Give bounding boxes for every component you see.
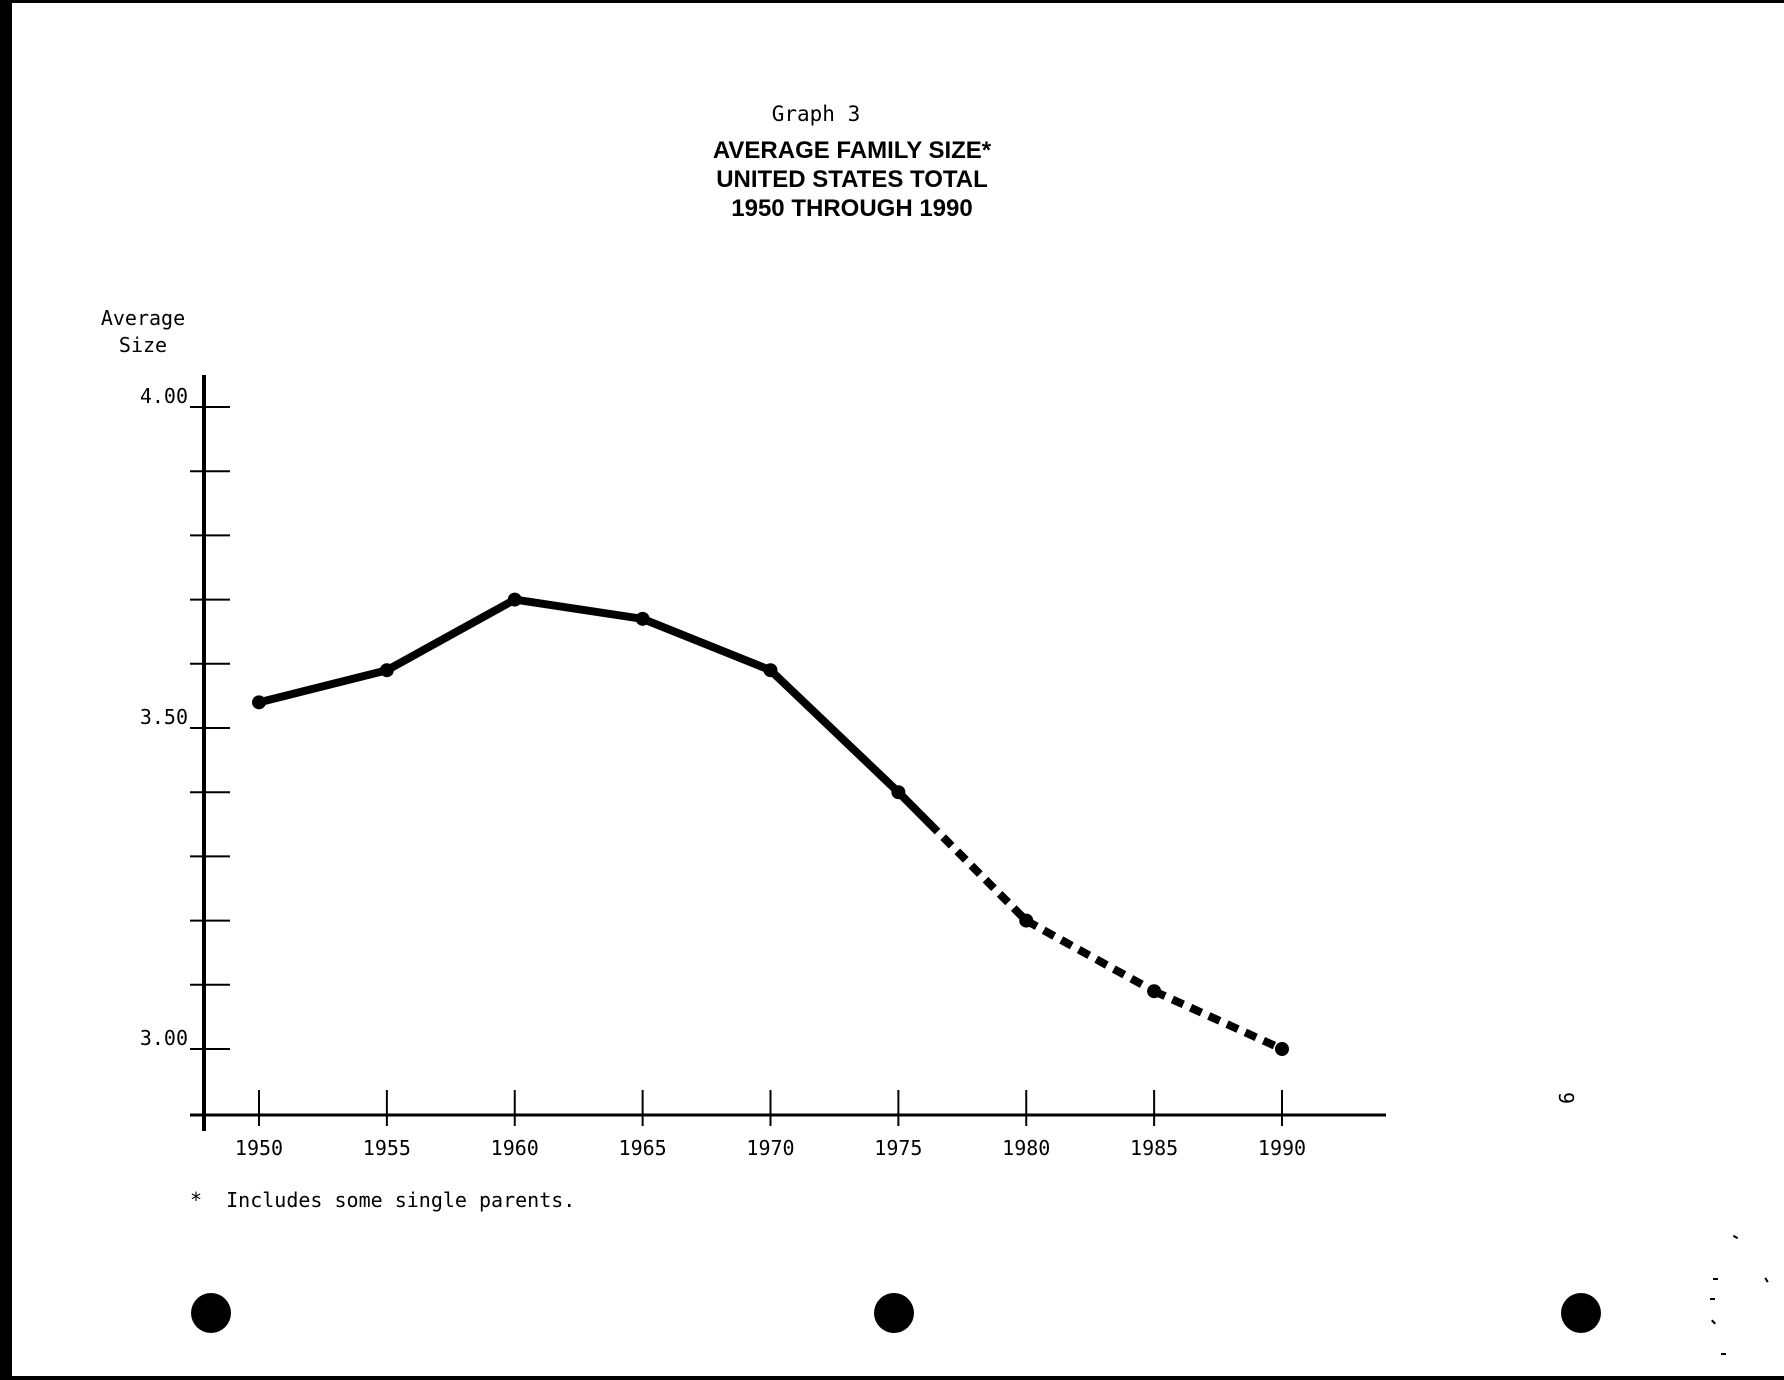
speck <box>1721 1353 1726 1355</box>
title-line-1: AVERAGE FAMILY SIZE* <box>712 137 992 164</box>
data-point <box>635 611 650 626</box>
series-line <box>255 595 1284 1053</box>
y-tick-label: 4.00 <box>140 384 188 408</box>
x-tick-label: 1985 <box>1130 1136 1178 1160</box>
chart-title: AVERAGE FAMILY SIZE* UNITED STATES TOTAL… <box>0 136 1704 223</box>
x-tick-label: 1990 <box>1258 1136 1306 1160</box>
page-number: 9 <box>1554 1091 1579 1105</box>
line-segment-projected <box>1024 917 1157 995</box>
x-tick-label: 1980 <box>1002 1136 1050 1160</box>
line-segment-projected <box>926 820 1030 924</box>
binder-hole-right <box>1561 1293 1601 1333</box>
line-segment-solid <box>510 595 647 623</box>
data-point <box>891 785 906 800</box>
data-point <box>1019 913 1034 928</box>
data-point <box>507 592 522 607</box>
data-point <box>1147 984 1162 999</box>
axis-ticks <box>190 406 1283 1126</box>
y-axis-title: Average Size <box>88 305 198 359</box>
graph-label: Graph 3 <box>771 102 861 126</box>
y-tick-label: 3.50 <box>140 705 188 729</box>
x-tick-label: 1950 <box>235 1136 283 1160</box>
data-points <box>252 592 1289 1056</box>
line-segment-projected <box>1152 987 1284 1053</box>
x-tick-label: 1960 <box>491 1136 539 1160</box>
x-tick-label: 1955 <box>363 1136 411 1160</box>
x-tick-label: 1965 <box>619 1136 667 1160</box>
data-point <box>252 695 266 710</box>
binder-hole-left <box>191 1293 231 1333</box>
y-axis-title-line-2: Size <box>118 333 168 357</box>
x-tick-label: 1975 <box>874 1136 922 1160</box>
data-point <box>1275 1042 1289 1056</box>
binder-hole-center <box>874 1293 914 1333</box>
x-tick-label: 1970 <box>746 1136 794 1160</box>
line-segment-solid <box>382 595 519 675</box>
footnote: * Includes some single parents. <box>190 1188 576 1212</box>
data-point <box>379 663 394 678</box>
speck <box>1713 1278 1718 1280</box>
title-line-2: UNITED STATES TOTAL <box>716 166 988 193</box>
tick-labels: 4.00 3.50 3.00 1950 1955 1960 1965 1970 1975 1980… <box>140 384 1306 1160</box>
axes <box>190 375 1386 1131</box>
title-line-3: 1950 THROUGH 1990 <box>731 195 973 222</box>
speck <box>1710 1298 1715 1300</box>
data-point <box>763 663 778 678</box>
line-segment-solid <box>638 614 775 675</box>
line-segment-solid <box>766 666 903 797</box>
y-axis-title-line-1: Average <box>100 306 186 330</box>
y-tick-label: 3.00 <box>140 1026 188 1050</box>
line-segment-solid <box>894 788 934 828</box>
line-segment-solid <box>255 666 391 707</box>
